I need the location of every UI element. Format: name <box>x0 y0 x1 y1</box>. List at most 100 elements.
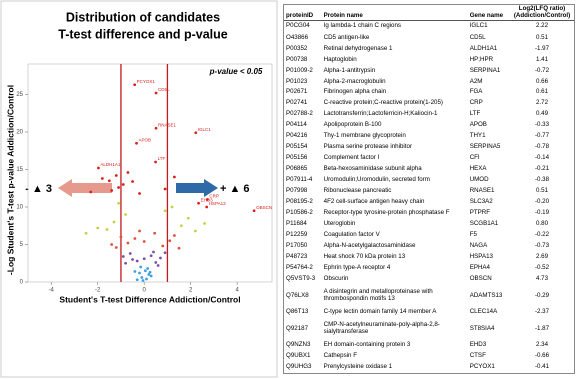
table-row: P01009-2 Alpha-1-antitrypsin SERPINA1 -0.72 <box>284 65 574 76</box>
point <box>163 209 167 213</box>
table-row: P05156 Complement factor I CFI -0.14 <box>284 153 574 164</box>
point <box>161 244 165 248</box>
table-cell: Ribonuclease pancreatic <box>323 187 392 195</box>
table-cell: -0.21 <box>534 165 550 173</box>
point <box>128 252 132 255</box>
table-cell: P54764-2 <box>286 264 313 272</box>
point <box>138 271 141 275</box>
table-cell: EH domain-containing protein 3 <box>323 341 411 349</box>
table-cell: EPHA4 <box>469 264 490 272</box>
point <box>112 220 116 224</box>
point <box>152 250 155 254</box>
x-axis-label: Student's T-test Difference Addiction/Co… <box>59 294 240 304</box>
table-cell: P07911-4 <box>286 176 313 184</box>
table-cell: CRP <box>469 99 483 107</box>
table-row: O43866 CD5 antigen-like CD5L 0.51 <box>284 32 574 43</box>
point <box>133 83 137 87</box>
left-arrow <box>58 179 112 197</box>
point <box>89 190 93 194</box>
right-arrow <box>176 179 218 197</box>
point <box>252 209 256 213</box>
point <box>149 254 153 258</box>
table-row: P05154 Plasma serine protease inhibitor SE… <box>284 142 574 153</box>
table-cell: Haptoglobin <box>323 55 357 63</box>
table-row: P06865 Beta-hexosaminidase subunit alpha H… <box>284 164 574 175</box>
y-tick-label: 5 <box>20 242 24 248</box>
table-row: P12259 Coagulation factor V F5 -0.22 <box>284 230 574 241</box>
point <box>119 235 123 239</box>
table-cell: LTF <box>469 110 481 118</box>
point <box>110 243 114 246</box>
table-cell: 0.61 <box>535 88 549 96</box>
table-cell: -0.33 <box>534 121 550 129</box>
table-cell: 2.69 <box>535 253 549 261</box>
point <box>205 205 209 209</box>
column-header: Protein name <box>321 5 468 21</box>
y-tick-label: 15 <box>16 167 23 173</box>
table-cell: P01009-2 <box>286 66 313 74</box>
point <box>135 278 139 282</box>
table-cell: NAGA <box>469 242 488 250</box>
table-cell: Q5VST9-3 <box>286 275 316 283</box>
table-cell: FGA <box>469 88 483 96</box>
table-cell: P05156 <box>286 154 308 162</box>
table-cell: P11684 <box>286 220 307 228</box>
table-cell: Thy-1 membrane glycoprotein <box>323 132 406 140</box>
table-cell: Prenylcysteine oxidase 1 <box>323 363 393 371</box>
point <box>168 239 172 243</box>
point <box>121 255 125 258</box>
table-cell: OBSCN <box>469 275 492 283</box>
table-cell: -0.20 <box>534 198 550 206</box>
point-label: EHD3 <box>201 197 214 202</box>
point <box>193 229 197 233</box>
table-cell: RNASE1 <box>469 187 495 195</box>
point <box>133 270 137 273</box>
table-cell: -0.52 <box>534 264 550 272</box>
point <box>154 261 158 264</box>
table-cell: A2M <box>469 77 483 85</box>
table-cell: 2.72 <box>535 99 549 107</box>
point <box>186 216 190 220</box>
chart: Distribution of candidates T-test differ… <box>0 0 278 378</box>
point <box>141 279 145 282</box>
table-cell: C-type lectin domain family 14 member A <box>323 308 437 316</box>
point <box>124 213 127 216</box>
table-row: P07911-4 Uromodulin;Uromodulin, secreted … <box>284 175 574 186</box>
point <box>203 222 207 225</box>
table-cell: Alpha-1-antitrypsin <box>323 66 376 74</box>
table-row: P07998 Ribonuclease pancreatic RNASE1 0.51 <box>284 186 574 197</box>
point-label: OBSCN <box>256 205 272 210</box>
table-cell: Retinal dehydrogenase 1 <box>323 44 393 52</box>
point <box>140 276 144 279</box>
point <box>173 234 176 237</box>
point <box>114 246 118 249</box>
table-cell: HP;HPR <box>469 55 494 63</box>
table-row: P54764-2 Ephrin type-A receptor 4 EPHA4 -0.… <box>284 263 574 274</box>
point <box>146 267 150 270</box>
table-cell: Q9NZN3 <box>286 341 311 349</box>
table-cell: P17050 <box>286 242 308 250</box>
point-label: CRP <box>209 194 219 199</box>
point <box>156 264 160 267</box>
point <box>163 251 167 255</box>
point <box>145 277 148 281</box>
protein-table: proteinID Protein name Gene name Log2(LFQ r… <box>284 5 574 373</box>
table-cell: -0.14 <box>534 154 550 162</box>
table-cell: P02788-2 <box>286 110 313 118</box>
table-cell: SERPINA5 <box>469 143 501 151</box>
table-cell: -0.72 <box>534 66 550 74</box>
table-container: proteinID Protein name Gene name Log2(LFQ r… <box>283 4 575 374</box>
table-cell: CMP-N-acetylneuraminate-poly-alpha-2,8-s… <box>323 321 440 335</box>
table-row: P02788-2 Lactotransferrin;Lactoferricin-H… <box>284 109 574 120</box>
table-cell: 1.41 <box>535 55 549 63</box>
point <box>179 224 183 228</box>
point <box>117 186 121 189</box>
table-cell: ST8SIA4 <box>469 324 495 332</box>
table-cell: C-reactive protein;C-reactive protein(1-… <box>323 99 443 107</box>
point-label: HSPA13 <box>209 201 226 206</box>
point <box>84 231 88 235</box>
table-cell: PTPRF <box>469 209 490 217</box>
table-cell: APOB <box>469 121 487 129</box>
point <box>205 198 209 201</box>
table-cell: P07998 <box>286 187 308 195</box>
